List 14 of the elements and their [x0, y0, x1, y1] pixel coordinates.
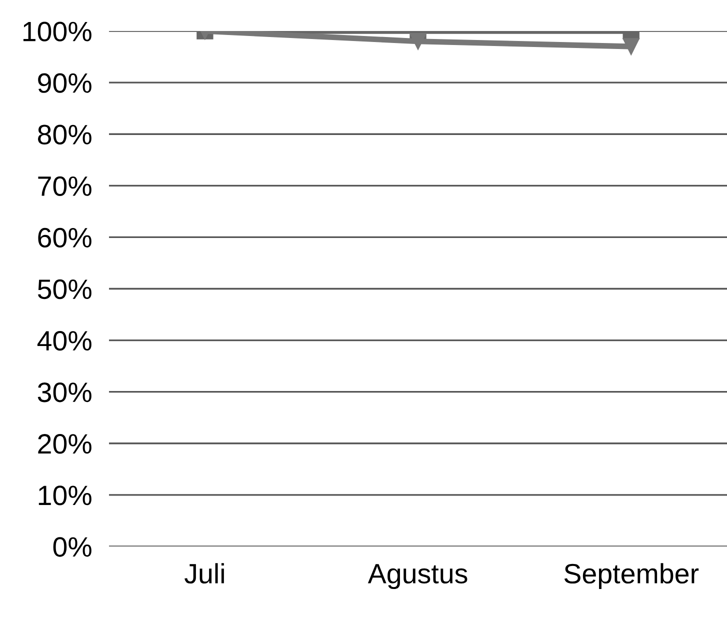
y-tick-label: 10% — [38, 486, 92, 506]
y-tick-label: 0% — [53, 537, 92, 557]
y-tick-label: 100% — [23, 22, 92, 42]
y-tick-label: 20% — [38, 434, 92, 454]
x-tick-label: Juli — [184, 563, 224, 584]
y-tick-label: 40% — [37, 330, 92, 351]
y-tick-label: 60% — [38, 228, 92, 248]
y-tick-label: 30% — [38, 382, 92, 402]
y-tick-label: 70% — [38, 176, 92, 196]
x-tick-label: Agustus — [368, 564, 468, 590]
x-tick-label: September — [564, 563, 699, 590]
y-tick-label: 80% — [38, 124, 92, 144]
y-tick-label: 90% — [38, 73, 92, 93]
y-tick-label: 50% — [38, 279, 92, 300]
